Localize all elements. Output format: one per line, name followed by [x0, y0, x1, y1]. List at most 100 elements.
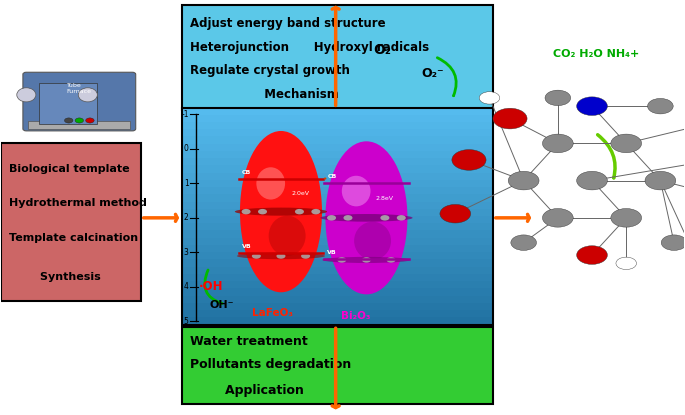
- Text: 3: 3: [184, 248, 188, 257]
- Text: 4: 4: [184, 282, 188, 291]
- Ellipse shape: [661, 235, 685, 250]
- Ellipse shape: [78, 88, 97, 102]
- Ellipse shape: [577, 97, 608, 115]
- Ellipse shape: [440, 205, 471, 223]
- Ellipse shape: [380, 215, 389, 220]
- Text: Adjust energy band structure: Adjust energy band structure: [190, 17, 386, 30]
- Ellipse shape: [684, 249, 685, 261]
- Text: LaFeO₃: LaFeO₃: [252, 308, 293, 318]
- Bar: [182, 310, 493, 318]
- FancyBboxPatch shape: [1, 144, 141, 300]
- Bar: [182, 107, 493, 115]
- Ellipse shape: [252, 253, 261, 259]
- Ellipse shape: [545, 90, 571, 106]
- Ellipse shape: [75, 118, 84, 123]
- Bar: [182, 281, 493, 289]
- Ellipse shape: [240, 131, 322, 292]
- Ellipse shape: [86, 118, 94, 123]
- Text: Template calcination: Template calcination: [9, 233, 138, 243]
- Ellipse shape: [386, 257, 395, 263]
- Ellipse shape: [295, 209, 304, 215]
- FancyArrowPatch shape: [597, 135, 615, 178]
- Bar: [182, 303, 493, 311]
- Bar: [182, 158, 493, 166]
- Ellipse shape: [543, 134, 573, 153]
- Text: 1: 1: [184, 179, 188, 188]
- Bar: [182, 267, 493, 275]
- Ellipse shape: [242, 209, 251, 215]
- Text: Heterojunction      Hydroxyl radicals: Heterojunction Hydroxyl radicals: [190, 41, 429, 54]
- Text: Bi₂O₃: Bi₂O₃: [341, 311, 371, 321]
- Text: OH⁻: OH⁻: [209, 300, 234, 310]
- Text: VB: VB: [242, 244, 252, 249]
- Ellipse shape: [342, 176, 371, 206]
- Ellipse shape: [17, 88, 36, 102]
- Ellipse shape: [577, 171, 608, 190]
- Bar: [182, 288, 493, 296]
- Text: Regulate crystal growth: Regulate crystal growth: [190, 64, 350, 77]
- Bar: [182, 238, 493, 246]
- Text: 5: 5: [184, 317, 188, 326]
- Ellipse shape: [397, 215, 406, 220]
- Bar: [182, 230, 493, 239]
- Bar: [182, 216, 493, 224]
- Bar: [182, 194, 493, 203]
- Bar: [182, 259, 493, 268]
- Bar: [182, 173, 493, 181]
- Ellipse shape: [269, 216, 306, 256]
- Text: Pollutants degradation: Pollutants degradation: [190, 358, 351, 371]
- FancyArrowPatch shape: [205, 270, 222, 303]
- Ellipse shape: [616, 257, 636, 269]
- Ellipse shape: [511, 235, 536, 250]
- Ellipse shape: [237, 253, 325, 259]
- Text: Synthesis: Synthesis: [9, 272, 101, 282]
- Bar: [182, 122, 493, 130]
- Bar: [182, 245, 493, 253]
- Ellipse shape: [235, 208, 327, 216]
- Text: VB: VB: [327, 250, 337, 255]
- Ellipse shape: [343, 215, 353, 220]
- Bar: [182, 187, 493, 195]
- Bar: [182, 252, 493, 260]
- Text: 0: 0: [184, 144, 188, 154]
- Text: 2: 2: [184, 213, 188, 222]
- Ellipse shape: [577, 246, 608, 264]
- Bar: [182, 180, 493, 188]
- Ellipse shape: [256, 167, 285, 200]
- Text: CO₂ H₂O NH₄+: CO₂ H₂O NH₄+: [553, 49, 639, 59]
- Ellipse shape: [258, 209, 267, 215]
- Bar: [182, 129, 493, 137]
- Bar: [182, 165, 493, 173]
- FancyBboxPatch shape: [39, 83, 97, 124]
- Ellipse shape: [354, 222, 391, 260]
- Text: Mechanism: Mechanism: [190, 88, 339, 101]
- Bar: [182, 209, 493, 217]
- Text: O₂⁻: O₂⁻: [421, 66, 444, 80]
- Ellipse shape: [323, 257, 410, 263]
- FancyBboxPatch shape: [182, 5, 493, 110]
- Bar: [182, 223, 493, 231]
- Text: 2.8eV: 2.8eV: [375, 196, 393, 201]
- Bar: [182, 274, 493, 282]
- Ellipse shape: [277, 253, 286, 259]
- Text: Biological template: Biological template: [9, 164, 129, 173]
- Ellipse shape: [479, 92, 500, 104]
- Text: CB: CB: [327, 174, 337, 179]
- Ellipse shape: [611, 134, 642, 153]
- Ellipse shape: [452, 149, 486, 170]
- Bar: [182, 151, 493, 159]
- Text: Tube
Furnace: Tube Furnace: [66, 83, 92, 94]
- Text: Hydrothermal method: Hydrothermal method: [9, 198, 147, 208]
- Bar: [182, 202, 493, 210]
- Text: 2.0eV: 2.0eV: [291, 191, 309, 196]
- Ellipse shape: [311, 209, 321, 215]
- FancyBboxPatch shape: [182, 327, 493, 404]
- Ellipse shape: [647, 98, 673, 114]
- Bar: [182, 317, 493, 325]
- Text: CB: CB: [242, 170, 251, 175]
- FancyBboxPatch shape: [23, 72, 136, 131]
- Text: Water treatment: Water treatment: [190, 335, 308, 348]
- Ellipse shape: [64, 118, 73, 123]
- FancyArrowPatch shape: [437, 58, 456, 96]
- Bar: [182, 144, 493, 151]
